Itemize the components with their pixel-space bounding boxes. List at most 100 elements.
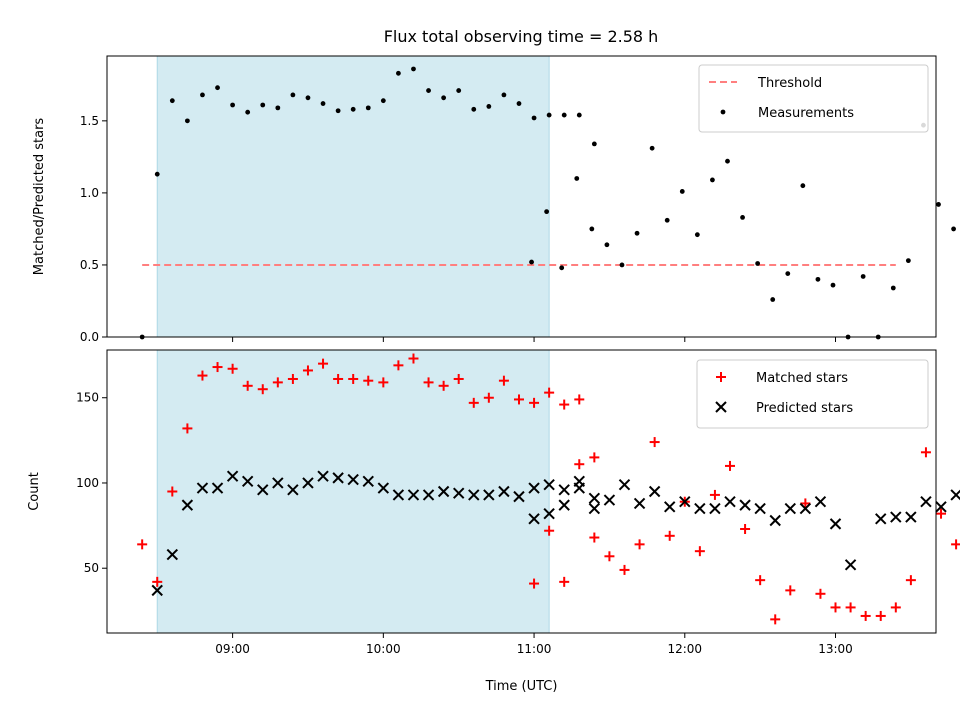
x-tick-label: 10:00 — [366, 642, 401, 656]
x-marker-b — [844, 559, 857, 571]
x-marker-b — [241, 475, 254, 487]
x-marker-b — [317, 470, 329, 482]
predicted-stars-point — [513, 490, 525, 503]
matched-stars-point — [333, 373, 344, 384]
predicted-stars-point — [724, 496, 736, 508]
x-marker-b — [226, 470, 239, 482]
matched-stars-point — [694, 546, 705, 557]
x-marker-b — [724, 496, 736, 508]
measurement-point — [215, 85, 220, 91]
predicted-stars-point — [528, 482, 540, 494]
bottom-panel-y-axis-label: Count — [27, 472, 42, 511]
predicted-stars-point — [950, 489, 960, 501]
predicted-stars-point — [272, 477, 284, 489]
measurement-point — [529, 259, 534, 265]
measurement-point — [634, 230, 640, 236]
matched-stars-point — [152, 576, 163, 587]
x-marker-b — [588, 492, 601, 505]
x-marker-b — [257, 484, 269, 496]
matched-stars-point — [302, 365, 313, 376]
x-marker-b — [935, 501, 947, 513]
x-marker-b — [272, 477, 284, 489]
matched-stars-point — [589, 452, 600, 463]
legend-threshold-label: Threshold — [757, 76, 822, 91]
predicted-stars-point — [664, 501, 676, 513]
matched-stars-point — [197, 370, 208, 381]
measurement-point — [694, 232, 700, 238]
x-marker-b — [392, 489, 405, 501]
matched-stars-point — [272, 377, 283, 388]
x-marker-b — [528, 513, 540, 525]
x-marker-b — [347, 473, 359, 486]
measurement-point — [800, 183, 806, 189]
top-panel-y-tick-label: 0.5 — [80, 258, 99, 272]
measurement-point — [350, 106, 356, 112]
measurement-point — [305, 95, 311, 101]
measurement-point — [725, 158, 730, 164]
legend-box — [696, 359, 929, 429]
x-axis-label: Time (UTC) — [485, 679, 558, 694]
predicted-stars-point — [181, 499, 194, 511]
x-marker-b — [875, 513, 887, 525]
measurement-point — [815, 276, 821, 282]
measurement-point — [230, 102, 236, 108]
predicted-stars-point — [558, 484, 570, 496]
x-marker-b — [814, 496, 827, 508]
matched-stars-point — [438, 380, 449, 391]
matched-stars-point — [559, 576, 570, 587]
x-marker-b — [769, 514, 781, 527]
measurement-point — [679, 189, 685, 194]
predicted-stars-point — [633, 497, 646, 510]
measurement-point — [184, 118, 190, 124]
x-marker-b — [483, 489, 495, 501]
matched-stars-point — [544, 387, 555, 398]
predicted-stars-point — [875, 513, 887, 525]
matched-stars-point — [513, 394, 524, 405]
predicted-stars-point — [377, 482, 390, 494]
x-marker-b — [679, 496, 691, 508]
matched-stars-point — [498, 375, 509, 386]
x-marker-b — [151, 584, 163, 597]
measurement-point — [589, 226, 595, 232]
predicted-stars-point — [588, 492, 601, 505]
x-marker-b — [422, 489, 435, 501]
x-marker-b — [407, 489, 420, 501]
matched-stars-point — [830, 602, 841, 613]
matched-stars-point — [242, 380, 253, 391]
predicted-stars-point — [694, 502, 706, 515]
x-marker-b — [799, 502, 812, 515]
x-marker-b — [302, 477, 314, 489]
measurement-point — [411, 66, 416, 72]
predicted-stars-point — [709, 502, 721, 515]
matched-stars-point — [453, 373, 464, 384]
x-marker-b — [739, 499, 751, 511]
measurement-point — [544, 209, 550, 215]
predicted-stars-point — [151, 584, 163, 597]
measurement-point — [740, 214, 745, 220]
x-marker-b — [715, 401, 727, 413]
top-panel-observing-span — [156, 55, 550, 338]
predicted-stars-point — [558, 499, 570, 511]
x-marker-b — [437, 485, 450, 498]
matched-stars-point — [604, 551, 615, 562]
measurement-point — [154, 171, 160, 177]
matched-stars-point — [378, 377, 389, 388]
matched-stars-point — [559, 399, 570, 410]
measurement-point — [574, 176, 580, 181]
predicted-stars-point — [166, 548, 179, 561]
measurement-point — [755, 261, 761, 266]
x-marker-b — [618, 478, 631, 491]
predicted-stars-point — [226, 470, 239, 482]
measurement-point — [365, 105, 371, 111]
x-marker-b — [754, 502, 766, 515]
measurement-point — [591, 141, 597, 147]
legend-matched-swatch — [716, 372, 726, 382]
x-marker-b — [950, 489, 960, 501]
matched-stars-point — [287, 373, 298, 384]
measurement-point — [561, 112, 567, 118]
x-marker-b — [709, 502, 721, 515]
x-marker-b — [181, 499, 194, 511]
predicted-stars-point — [392, 489, 405, 501]
predicted-stars-point — [799, 502, 812, 515]
legend-measurements-label: Measurements — [758, 106, 854, 121]
